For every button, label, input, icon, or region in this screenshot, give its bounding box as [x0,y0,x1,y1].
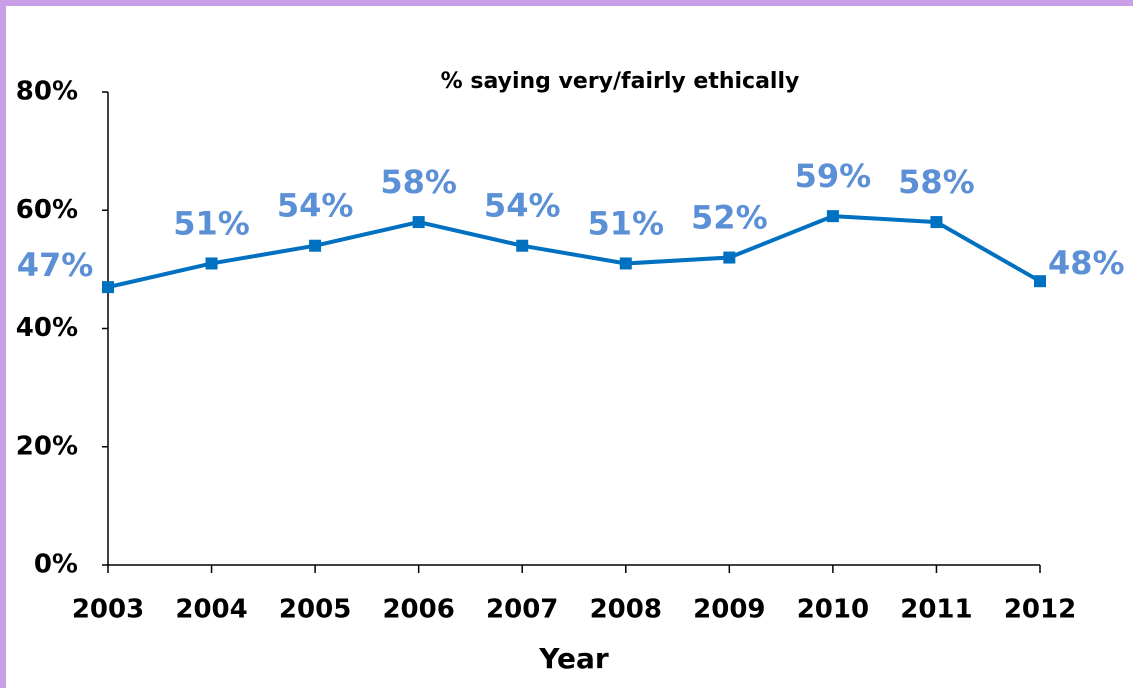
marker [309,239,322,252]
x-tick-label: 2008 [590,595,662,625]
line [107,214,1041,290]
x-tick-label: 2003 [72,595,144,625]
data-label: 59% [795,157,872,195]
data-label: 47% [17,246,94,284]
marker [826,210,839,223]
data-label: 51% [587,204,664,242]
data-label: 51% [173,204,250,242]
data-label: 58% [898,163,975,201]
marker [516,239,529,252]
marker [619,257,632,270]
x-tick-label: 2009 [693,595,765,625]
x-tick-label: 2005 [279,595,351,625]
data-label: 48% [1048,244,1125,282]
x-tick-label: 2004 [175,595,247,625]
marker [412,216,425,229]
marker [1034,275,1046,288]
y-tick-label: 20% [16,431,78,461]
data-label: 52% [691,199,768,237]
data-label: 58% [380,163,457,201]
chart-title: % saying very/fairly ethically [441,69,800,94]
x-tick-label: 2007 [486,595,558,625]
marker [205,257,218,270]
frame-top [0,0,1133,6]
y-tick-label: 40% [16,313,78,343]
x-axis-label: Year [538,642,609,675]
x-tick-label: 2011 [900,595,972,625]
y-tick-label: 80% [16,77,78,107]
data-label: 54% [277,187,354,225]
marker [723,251,736,264]
y-tick-label: 0% [34,550,78,580]
frame-left [0,0,6,688]
x-tick-label: 2012 [1004,595,1076,625]
x-tick-label: 2010 [797,595,869,625]
marker [102,281,114,294]
data-label: 54% [484,187,561,225]
marker [930,216,943,229]
x-tick-label: 2006 [382,595,454,625]
y-tick-label: 60% [16,195,78,225]
